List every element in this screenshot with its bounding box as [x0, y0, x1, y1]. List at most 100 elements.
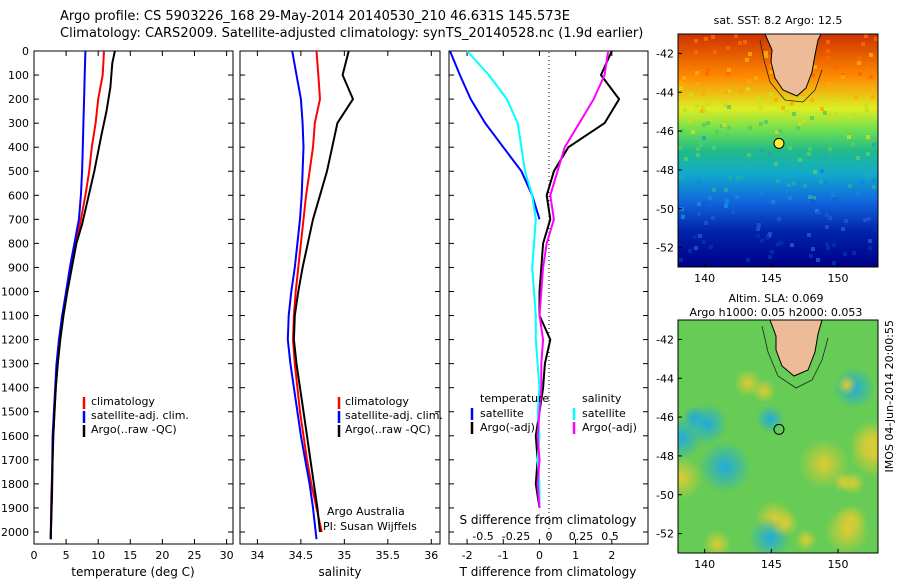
temperature-axes-frame	[33, 50, 234, 545]
sst-pixel	[705, 102, 709, 106]
sst-pixel	[768, 255, 772, 259]
sst-pixel	[858, 72, 862, 76]
sst-pixel	[700, 109, 704, 113]
sst-pixel	[841, 75, 845, 79]
sst-pixel	[792, 181, 796, 185]
sst-pixel	[855, 161, 859, 165]
sst-pixel	[744, 161, 748, 165]
sla-anomaly	[734, 369, 762, 397]
sst-pixel	[701, 92, 705, 96]
sst-pixel	[828, 114, 832, 118]
sst-pixel	[792, 112, 796, 116]
sst-pixel	[768, 232, 772, 236]
y-tick-label: 900	[8, 261, 29, 274]
sla-anomaly	[849, 428, 878, 478]
figure-title-line-1: Argo profile: CS 5903226_168 29-May-2014…	[60, 9, 570, 24]
sla-anomaly	[799, 439, 849, 489]
sst-pixel	[776, 242, 780, 246]
sst-pixel	[748, 52, 752, 56]
y-tick-label: 100	[8, 69, 29, 82]
sst-pixel	[705, 72, 709, 76]
sst-pixel	[759, 106, 763, 110]
sst-pixel	[872, 143, 876, 147]
sst-pixel	[707, 117, 711, 121]
series-line	[292, 50, 323, 533]
sla-map-frame	[677, 319, 879, 554]
sst-pixel	[770, 250, 774, 254]
sst-pixel	[726, 135, 730, 139]
x-tick-label: 0	[536, 549, 543, 562]
sst-pixel	[777, 217, 781, 221]
map-y-tick-label: -52	[656, 528, 674, 541]
sst-pixel	[856, 192, 860, 196]
sst-pixel	[852, 113, 856, 117]
x-tick-label: 34	[250, 549, 264, 562]
sst-pixel	[824, 181, 828, 185]
sst-map-title: sat. SST: 8.2 Argo: 12.5	[714, 14, 843, 27]
sst-pixel	[832, 243, 836, 247]
legend-label-s-satellite: satellite	[582, 407, 626, 420]
sst-pixel	[809, 254, 813, 258]
map-x-tick-label: 140	[694, 558, 715, 571]
sst-pixel	[697, 212, 701, 216]
sst-pixel	[704, 221, 708, 225]
sst-map-panel: sat. SST: 8.2 Argo: 12.5 140 145 150 -42 -44…	[656, 14, 879, 285]
difference-series	[449, 50, 621, 509]
x-tick-label: 15	[123, 549, 137, 562]
difference-axes-frame	[448, 50, 649, 545]
sla-anomaly	[678, 456, 703, 500]
sst-pixel	[835, 65, 839, 69]
legend-heading-temperature: temperature	[480, 392, 549, 405]
salinity-legend: climatology satellite-adj. clim. Argo(..…	[337, 395, 443, 437]
sla-anomaly	[837, 375, 857, 395]
imos-timestamp: IMOS 04-Jun-2014 20:00:55	[883, 320, 896, 473]
sst-pixel	[689, 93, 693, 97]
sst-texture	[678, 34, 878, 265]
tasmania-landmass	[764, 34, 822, 97]
sla-texture	[678, 367, 878, 553]
x-tick-label: 1	[572, 549, 579, 562]
legend-label-satellite: satellite-adj. clim.	[345, 409, 443, 422]
sst-pixel	[785, 189, 789, 193]
sst-pixel	[745, 58, 749, 62]
sst-pixel	[841, 227, 845, 231]
sst-pixel	[739, 90, 743, 94]
sst-pixel	[811, 247, 815, 251]
sst-pixel	[851, 142, 855, 146]
sst-pixel	[735, 176, 739, 180]
y-tick-label: 1500	[1, 406, 29, 419]
x-tick-label: 20	[155, 549, 169, 562]
y-tick-label: 1800	[1, 478, 29, 491]
sla-anomaly	[841, 471, 865, 495]
sst-pixel	[703, 109, 707, 113]
sst-pixel	[748, 185, 752, 189]
sst-pixel	[724, 188, 728, 192]
sst-pixel	[854, 58, 858, 62]
sst-pixel	[704, 37, 708, 41]
y-tick-label: 300	[8, 117, 29, 130]
sla-anomaly	[678, 417, 703, 459]
sst-pixel	[871, 136, 875, 140]
y-tick-label: 1100	[1, 310, 29, 323]
sst-pixel	[706, 68, 710, 72]
sst-pixel	[774, 162, 778, 166]
sst-pixel	[739, 175, 743, 179]
sst-pixel	[828, 147, 832, 151]
sst-pixel	[824, 155, 828, 159]
sst-pixel	[697, 202, 701, 206]
sst-pixel	[832, 261, 836, 265]
sst-pixel	[713, 50, 717, 54]
sst-pixel	[832, 98, 836, 102]
sst-pixel	[759, 148, 763, 152]
sst-pixel	[775, 135, 779, 139]
sst-pixel	[684, 157, 688, 161]
legend-heading-salinity: salinity	[582, 392, 622, 405]
sst-pixel	[874, 37, 878, 41]
y-tick-label: 1300	[1, 358, 29, 371]
sst-pixel	[779, 241, 783, 245]
s-tick-label: -0.25	[502, 530, 530, 543]
legend-label-t-satellite: satellite	[480, 407, 524, 420]
sst-pixel	[831, 193, 835, 197]
sst-pixel	[857, 61, 861, 65]
sst-pixel	[812, 196, 816, 200]
